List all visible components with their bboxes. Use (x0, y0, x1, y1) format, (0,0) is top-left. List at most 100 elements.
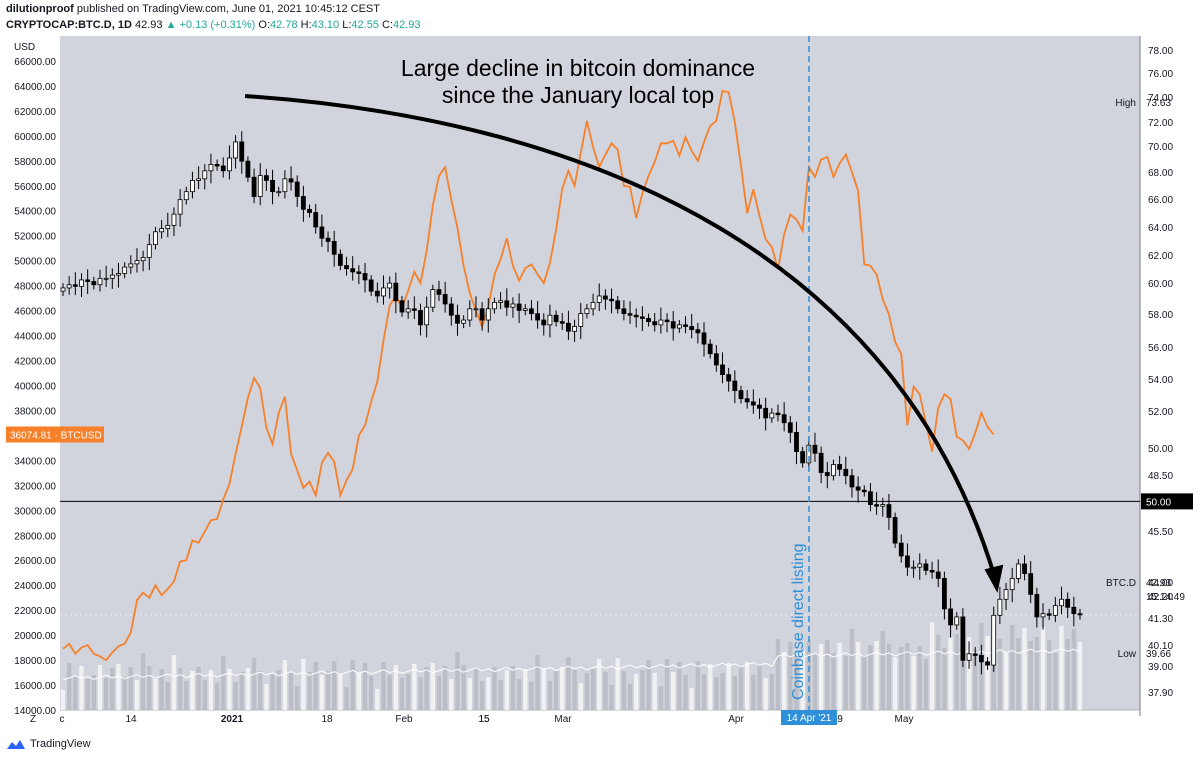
right-axis-tick: 58.00 (1148, 310, 1173, 321)
candle-body (504, 300, 510, 308)
candle (1077, 608, 1083, 620)
candle-body (757, 404, 762, 409)
candle (1046, 608, 1052, 621)
volume-bar (239, 672, 244, 710)
candle-body (923, 563, 929, 571)
candle (911, 560, 916, 578)
candle (701, 322, 707, 357)
volume-bar (202, 680, 207, 710)
candle (393, 272, 399, 314)
volume-bar (923, 659, 929, 710)
candle (609, 288, 614, 314)
left-axis-tick: 14000.00 (14, 706, 56, 717)
volume-bar (590, 669, 596, 710)
volume-bar (356, 673, 362, 710)
candle-body (109, 274, 115, 279)
low-value: 42.55 (351, 19, 379, 31)
volume-bar (868, 645, 873, 710)
candle (1065, 592, 1071, 618)
volume-bar (763, 678, 768, 710)
volume-bar (430, 663, 436, 710)
candle (683, 316, 688, 334)
candle-body (251, 176, 257, 197)
volume-bar (948, 638, 953, 710)
candle (442, 281, 448, 313)
right-axis-tick: 64.00 (1148, 223, 1173, 234)
candle (159, 219, 165, 239)
x-axis-tick: 2021 (221, 714, 244, 725)
candle-body (843, 468, 849, 477)
candle (270, 169, 275, 205)
candle-body (578, 313, 584, 327)
candle-body (190, 180, 195, 193)
candle (455, 304, 460, 336)
brand-name[interactable]: TradingView (30, 738, 91, 750)
candle-body (60, 287, 66, 292)
volume-bar (843, 656, 848, 710)
author-name[interactable]: dilutionproof (6, 3, 74, 15)
volume-bar (917, 646, 922, 710)
candle (116, 262, 121, 288)
candle-body (72, 284, 78, 287)
volume-bar (911, 656, 916, 710)
candle-body (473, 308, 479, 311)
volume-bar (652, 673, 657, 710)
candle (1040, 603, 1046, 630)
symbol-name[interactable]: CRYPTOCAP:BTC.D, 1D (6, 19, 132, 31)
volume-bar (208, 670, 214, 710)
volume-bar (368, 676, 374, 710)
volume-bar (584, 673, 590, 710)
volume-bar (831, 653, 836, 710)
volume-bar (862, 655, 867, 710)
volume-bar (621, 671, 627, 710)
candle-body (337, 253, 343, 266)
open-value: 42.78 (270, 19, 298, 31)
volume-bar (424, 667, 429, 710)
candle (227, 145, 232, 180)
candle (424, 296, 430, 338)
candle-body (85, 279, 91, 282)
volume-bar (282, 660, 288, 710)
candle (411, 296, 417, 320)
candle-body (831, 464, 836, 477)
volume-bar (597, 659, 602, 710)
candle-body (270, 180, 275, 193)
candle (615, 295, 621, 314)
volume-bar (498, 680, 503, 710)
candle (794, 421, 799, 465)
candle-body (430, 289, 436, 308)
candle (171, 207, 177, 236)
volume-bar (1059, 626, 1064, 710)
candle (319, 214, 325, 247)
volume-bar (818, 644, 824, 710)
candle (165, 212, 171, 238)
right-axis-tick: 60.00 (1148, 279, 1173, 290)
candle-body (294, 181, 300, 197)
candle (578, 303, 584, 339)
candle-body (153, 231, 158, 246)
volume-bar (516, 679, 522, 710)
close-label: C: (382, 19, 393, 31)
left-axis-unit: USD (14, 42, 35, 53)
candle (596, 283, 602, 312)
candle (122, 262, 128, 279)
volume-bar (677, 662, 682, 710)
right-axis-tick: 48.50 (1148, 471, 1173, 482)
volume-bar (603, 672, 608, 710)
candle (153, 226, 158, 250)
volume-bar (177, 668, 183, 710)
date-tag: 14 Apr '21 (781, 710, 837, 725)
candle (757, 398, 762, 419)
candle-body (812, 444, 818, 454)
volume-bar (504, 670, 509, 710)
volume-bar (788, 642, 793, 710)
volume-bar (184, 681, 189, 710)
left-axis-tick: 20000.00 (14, 631, 56, 642)
volume-bar (997, 639, 1003, 710)
volume-bar (362, 663, 368, 710)
candle-body (202, 170, 208, 180)
candle-body (701, 332, 707, 345)
candle-body (794, 431, 799, 453)
candle (942, 571, 947, 620)
